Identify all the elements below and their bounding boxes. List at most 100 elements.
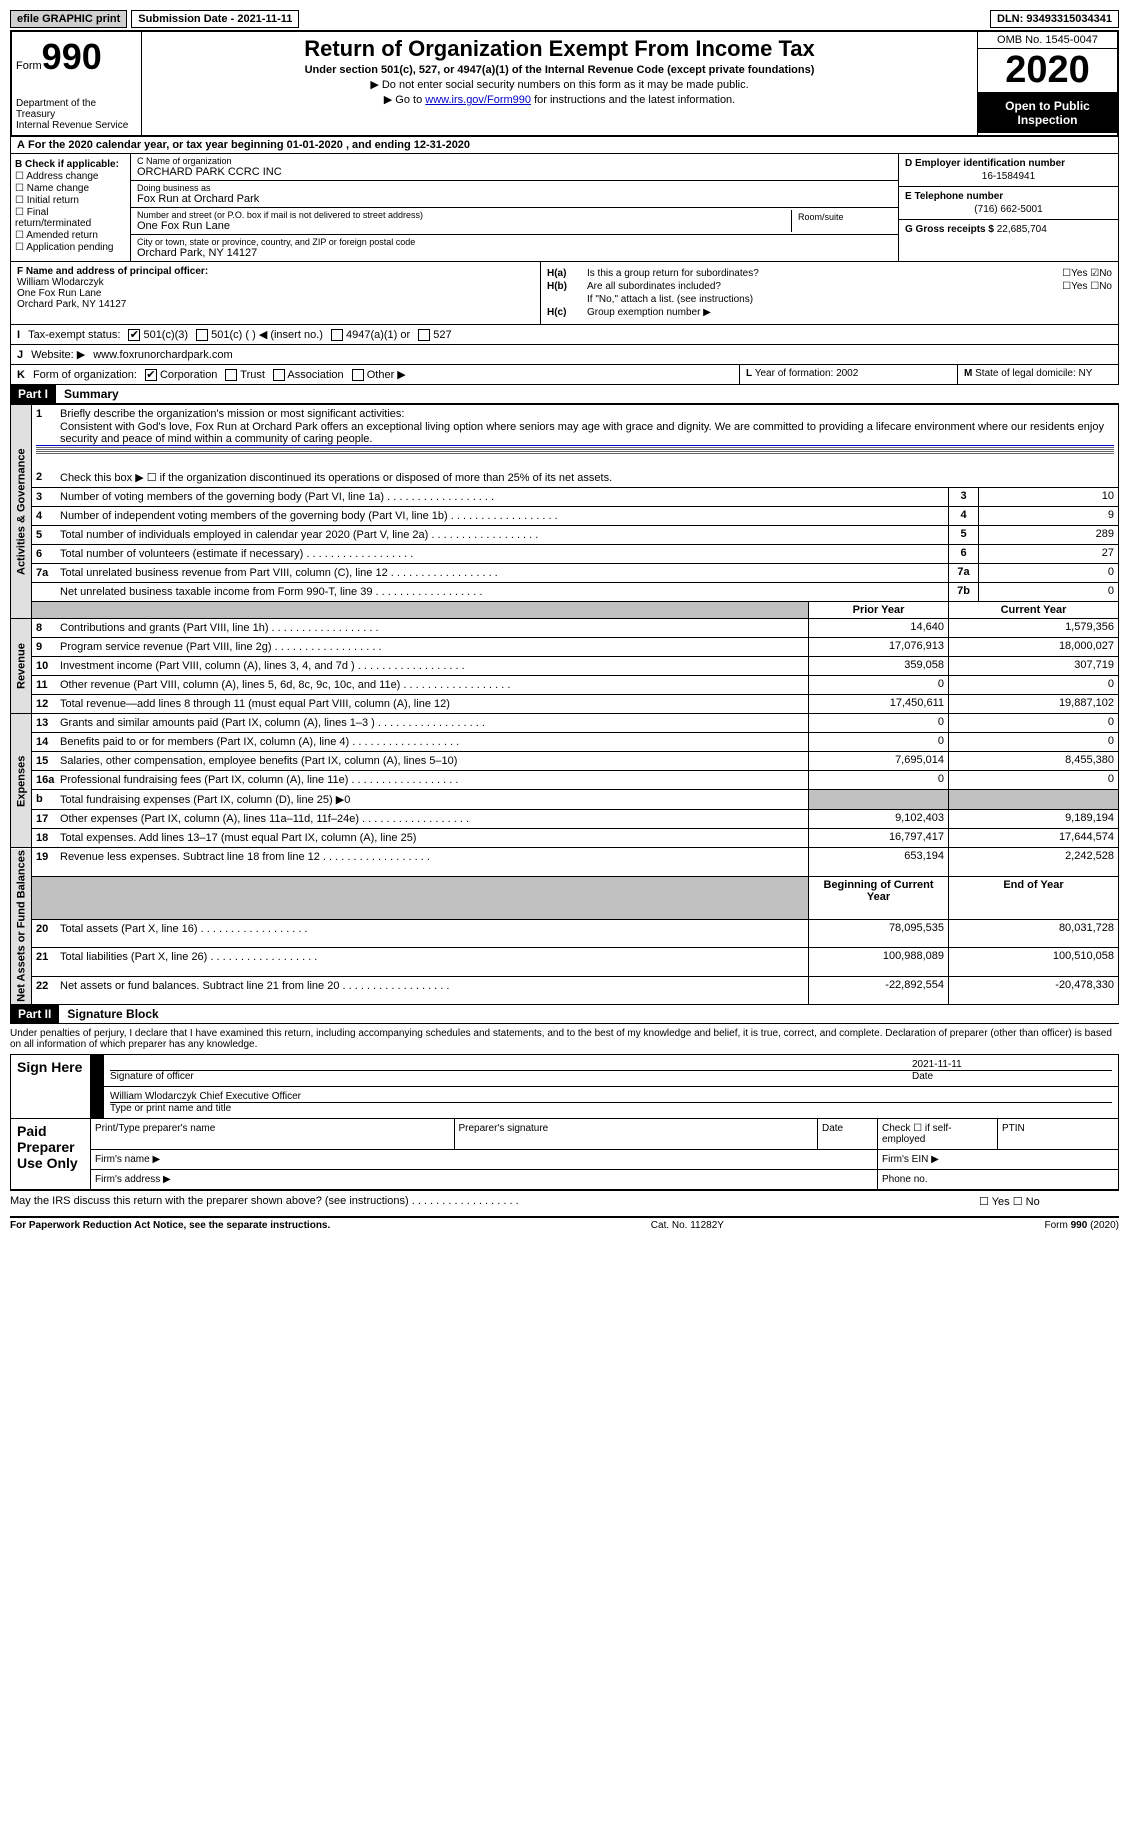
tel-label: E Telephone number <box>905 191 1112 202</box>
form-number-box: Form990 Department of the Treasury Inter… <box>12 32 142 135</box>
gov-row-3: 3Number of voting members of the governi… <box>11 488 1119 507</box>
sig-date-value: 2021-11-11 <box>912 1059 1112 1070</box>
ha-label: H(a) <box>547 268 587 279</box>
prep-check-label: Check ☐ if self-employed <box>878 1119 998 1149</box>
line-j: J Website: ▶ www.foxrunorchardpark.com <box>10 345 1119 365</box>
col-headers-2: Beginning of Current YearEnd of Year <box>11 876 1119 919</box>
paid-preparer-label: Paid Preparer Use Only <box>11 1119 91 1190</box>
line-k: K Form of organization: Corporation Trus… <box>10 365 739 385</box>
subtitle-1: Under section 501(c), 527, or 4947(a)(1)… <box>146 64 973 76</box>
firm-addr-label: Firm's address ▶ <box>91 1170 878 1189</box>
cb-trust[interactable]: Trust <box>225 369 265 381</box>
cb-4947[interactable]: 4947(a)(1) or <box>331 329 410 341</box>
sub-date-value: 2021-11-11 <box>237 13 292 25</box>
dba-label: Doing business as <box>137 183 892 193</box>
side-revenue: Revenue <box>11 619 32 714</box>
hb-note: If "No," attach a list. (see instruction… <box>547 294 1112 305</box>
gov-row-5: 5Total number of individuals employed in… <box>11 526 1119 545</box>
section-fh: F Name and address of principal officer:… <box>10 262 1119 325</box>
line-l: L Year of formation: 2002 <box>740 365 958 384</box>
hc-text: Group exemption number ▶ <box>587 307 1112 318</box>
cb-501c3[interactable]: 501(c)(3) <box>128 329 188 341</box>
tel-value: (716) 662-5001 <box>905 204 1112 215</box>
penalties-text: Under penalties of perjury, I declare th… <box>10 1024 1119 1054</box>
cb-assoc[interactable]: Association <box>273 369 344 381</box>
officer-addr2: Orchard Park, NY 14127 <box>17 299 534 310</box>
subtitle-3: ▶ Go to www.irs.gov/Form990 for instruct… <box>146 93 973 106</box>
sig-officer-label: Signature of officer <box>110 1071 912 1082</box>
hb-text: Are all subordinates included? <box>587 281 1002 292</box>
sign-here-label: Sign Here <box>11 1055 91 1119</box>
officer-name-title: William Wlodarczyk Chief Executive Offic… <box>110 1091 1112 1102</box>
subtitle-2: ▶ Do not enter social security numbers o… <box>146 78 973 91</box>
cb-corp[interactable]: Corporation <box>145 369 218 381</box>
irs-link[interactable]: www.irs.gov/Form990 <box>425 94 531 106</box>
officer-label: F Name and address of principal officer: <box>17 266 534 277</box>
cb-amended[interactable]: ☐ Amended return <box>15 230 126 241</box>
ha-yesno: ☐Yes ☑No <box>1002 268 1112 279</box>
officer-addr1: One Fox Run Lane <box>17 288 534 299</box>
form-number: 990 <box>42 36 102 77</box>
section-bcd: B Check if applicable: ☐ Address change … <box>10 154 1119 262</box>
cb-other[interactable]: Other ▶ <box>352 368 406 381</box>
hc-label: H(c) <box>547 307 587 318</box>
q1-value: Consistent with God's love, Fox Run at O… <box>36 421 1114 446</box>
may-irs-row: May the IRS discuss this return with the… <box>10 1190 1119 1212</box>
tax-year: 2020 <box>978 49 1117 93</box>
submission-date-box: Submission Date - 2021-11-11 <box>131 10 299 28</box>
cb-final-return[interactable]: ☐ Final return/terminated <box>15 207 126 229</box>
footer: For Paperwork Reduction Act Notice, see … <box>10 1216 1119 1231</box>
line-m: M State of legal domicile: NY <box>958 365 1118 384</box>
gov-row-7a: 7aTotal unrelated business revenue from … <box>11 564 1119 583</box>
gov-row-4: 4Number of independent voting members of… <box>11 507 1119 526</box>
form-label: Form <box>16 60 42 72</box>
cb-initial-return[interactable]: ☐ Initial return <box>15 195 126 206</box>
org-name: ORCHARD PARK CCRC INC <box>137 166 892 178</box>
gov-row-6: 6Total number of volunteers (estimate if… <box>11 545 1119 564</box>
year-box: OMB No. 1545-0047 2020 Open to Public In… <box>977 32 1117 135</box>
gov-row-7b: Net unrelated business taxable income fr… <box>11 583 1119 602</box>
top-bar: efile GRAPHIC print Submission Date - 20… <box>10 10 1119 28</box>
sig-date-label: Date <box>912 1071 1112 1082</box>
gross-label: G Gross receipts $ <box>905 224 997 235</box>
line-i: I Tax-exempt status: 501(c)(3) 501(c) ( … <box>10 325 1119 345</box>
ptin-label: PTIN <box>998 1119 1118 1149</box>
ein-label: D Employer identification number <box>905 158 1112 169</box>
city-value: Orchard Park, NY 14127 <box>137 247 892 259</box>
dln-label: DLN: <box>997 13 1026 25</box>
q2-text: Check this box ▶ ☐ if the organization d… <box>60 471 1114 484</box>
box-b: B Check if applicable: ☐ Address change … <box>11 154 131 261</box>
hb-yesno: ☐Yes ☐No <box>1002 281 1112 292</box>
side-expenses: Expenses <box>11 714 32 848</box>
city-label: City or town, state or province, country… <box>137 237 892 247</box>
footer-left: For Paperwork Reduction Act Notice, see … <box>10 1220 330 1231</box>
prep-name-label: Print/Type preparer's name <box>91 1119 455 1149</box>
website-value: www.foxrunorchardpark.com <box>93 349 232 361</box>
prep-date-label: Date <box>818 1119 878 1149</box>
side-governance: Activities & Governance <box>11 405 32 619</box>
cb-501c[interactable]: 501(c) ( ) ◀ (insert no.) <box>196 328 323 341</box>
efile-button[interactable]: efile GRAPHIC print <box>10 10 127 28</box>
line-a: A For the 2020 calendar year, or tax yea… <box>10 137 1119 154</box>
cb-application[interactable]: ☐ Application pending <box>15 242 126 253</box>
part2-header: Part IISignature Block <box>10 1005 1119 1024</box>
dln-box: DLN: 93493315034341 <box>990 10 1119 28</box>
side-net: Net Assets or Fund Balances <box>11 848 32 1005</box>
dln-value: 93493315034341 <box>1026 13 1112 25</box>
officer-name: William Wlodarczyk <box>17 277 534 288</box>
cb-addr-change[interactable]: ☐ Address change <box>15 171 126 182</box>
cb-527[interactable]: 527 <box>418 329 451 341</box>
cb-name-change[interactable]: ☐ Name change <box>15 183 126 194</box>
dept-treasury: Department of the Treasury Internal Reve… <box>16 98 137 131</box>
part1-header: Part ISummary <box>10 385 1119 404</box>
box-d: D Employer identification number 16-1584… <box>898 154 1118 261</box>
footer-right: Form 990 (2020) <box>1045 1220 1119 1231</box>
gross-value: 22,685,704 <box>997 224 1047 235</box>
open-to-public: Open to Public Inspection <box>978 93 1117 133</box>
addr-label: Number and street (or P.O. box if mail i… <box>137 210 791 220</box>
box-c: C Name of organization ORCHARD PARK CCRC… <box>131 154 898 261</box>
firm-ein-label: Firm's EIN ▶ <box>878 1150 1118 1169</box>
summary-table: Activities & Governance 1Briefly describ… <box>10 404 1119 1005</box>
col-headers-1: Prior YearCurrent Year <box>11 602 1119 619</box>
prep-sig-label: Preparer's signature <box>455 1119 819 1149</box>
